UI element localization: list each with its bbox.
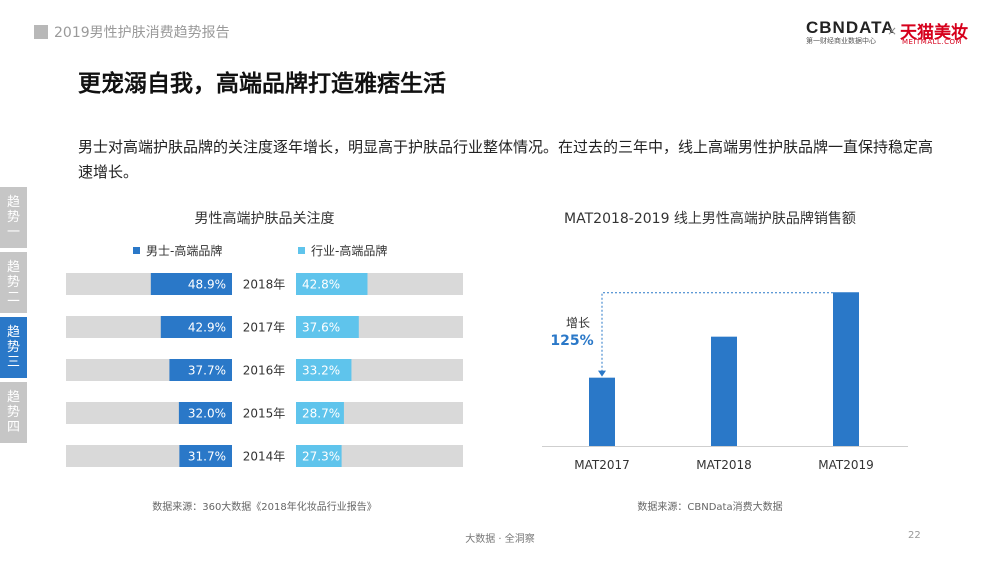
men-bar xyxy=(160,316,232,338)
sidebar-tab-char: 势 xyxy=(6,210,20,225)
legend-men: 男士-高端品牌 xyxy=(133,242,222,259)
sidebar-tab-char: 趋 xyxy=(6,195,20,210)
men-bar xyxy=(179,445,232,467)
page-number: 22 xyxy=(908,530,921,541)
left-chart-source: 数据来源：360大数据《2018年化妆品行业报告》 xyxy=(152,502,377,513)
sidebar-tab-1[interactable]: 趋势一 xyxy=(0,187,27,248)
sidebar-tab-char: 趋 xyxy=(6,325,20,340)
sidebar-tab-char: 二 xyxy=(6,290,20,305)
industry-bar-label: 33.2% xyxy=(302,364,340,378)
sidebar-tab-char: 势 xyxy=(6,340,20,355)
right-chart-title: MAT2018-2019 线上男性高端护肤品牌销售额 xyxy=(564,211,856,227)
industry-bar-label: 37.6% xyxy=(302,321,340,335)
legend-industry-swatch xyxy=(298,247,305,254)
footer-tagline: 大数据 · 全洞察 xyxy=(465,534,535,545)
men-bar-label: 48.9% xyxy=(188,278,226,292)
right-chart-source: 数据来源：CBNData消费大数据 xyxy=(637,502,783,513)
industry-bar xyxy=(296,402,344,424)
page-title: 更宠溺自我，高端品牌打造雅痞生活 xyxy=(78,71,446,97)
men-bar-label: 37.7% xyxy=(188,364,226,378)
industry-bar xyxy=(296,273,368,295)
tmall-logo-subtitle: MEITMALL.COM xyxy=(902,38,963,46)
x-tick-label: MAT2017 xyxy=(574,458,630,472)
men-bar-label: 42.9% xyxy=(188,321,226,335)
sidebar-tab-4[interactable]: 趋势四 xyxy=(0,382,27,443)
year-label: 2014年 xyxy=(243,450,286,464)
sidebar-tab-3[interactable]: 趋势三 xyxy=(0,317,27,378)
left-chart-title: 男性高端护肤品关注度 xyxy=(194,211,335,227)
cbndata-logo-subtitle: 第一财经商业数据中心 xyxy=(806,37,876,45)
industry-bar-label: 28.7% xyxy=(302,407,340,421)
sidebar-tab-char: 势 xyxy=(6,275,20,290)
men-bar xyxy=(150,273,232,295)
growth-arrow-icon xyxy=(598,370,606,377)
legend-industry-label: 行业-高端品牌 xyxy=(311,244,388,258)
brand-separator: × xyxy=(887,24,898,38)
sidebar-tab-char: 三 xyxy=(6,355,20,370)
sidebar-tab-2[interactable]: 趋势二 xyxy=(0,252,27,313)
growth-dashed-line xyxy=(601,292,833,372)
cbndata-logo: CBNDATA xyxy=(806,18,895,37)
men-bar-label: 32.0% xyxy=(188,407,226,421)
sales-bar xyxy=(711,336,737,446)
year-label: 2016年 xyxy=(243,364,286,378)
sidebar-tab-char: 一 xyxy=(6,225,20,240)
industry-bar xyxy=(296,359,352,381)
sales-bar xyxy=(589,377,615,446)
legend-men-swatch xyxy=(133,247,140,254)
page-description: 男士对高端护肤品牌的关注度逐年增长，明显高于护肤品行业整体情况。在过去的三年中，… xyxy=(78,138,934,181)
growth-value: 125% xyxy=(550,333,593,349)
sidebar-tab-char: 趋 xyxy=(6,390,20,405)
industry-bar xyxy=(296,316,359,338)
legend-men-label: 男士-高端品牌 xyxy=(146,244,223,258)
men-bar xyxy=(178,402,232,424)
year-label: 2017年 xyxy=(243,321,286,335)
legend-industry: 行业-高端品牌 xyxy=(298,242,387,259)
industry-bar xyxy=(296,445,342,467)
report-title: 2019男性护肤消费趋势报告 xyxy=(54,25,230,41)
sidebar-tab-char: 势 xyxy=(6,405,20,420)
growth-label: 增长 xyxy=(566,316,590,330)
x-tick-label: MAT2018 xyxy=(696,458,752,472)
men-bar xyxy=(169,359,232,381)
tmall-logo: 天猫美妆 xyxy=(900,23,968,43)
industry-bar-label: 42.8% xyxy=(302,278,340,292)
year-label: 2015年 xyxy=(243,407,286,421)
sales-bar xyxy=(833,292,859,446)
men-bar-label: 31.7% xyxy=(188,450,226,464)
sidebar-tab-char: 趋 xyxy=(6,260,20,275)
x-tick-label: MAT2019 xyxy=(818,458,874,472)
brand-logos: CBNDATA 第一财经商业数据中心 × 天猫美妆 MEITMALL.COM xyxy=(806,18,968,46)
header-square-icon xyxy=(34,25,48,39)
sidebar-tab-char: 四 xyxy=(6,420,20,435)
year-label: 2018年 xyxy=(243,278,286,292)
industry-bar-label: 27.3% xyxy=(302,450,340,464)
trend-sidebar: 趋势一趋势二趋势三趋势四 xyxy=(0,187,27,447)
